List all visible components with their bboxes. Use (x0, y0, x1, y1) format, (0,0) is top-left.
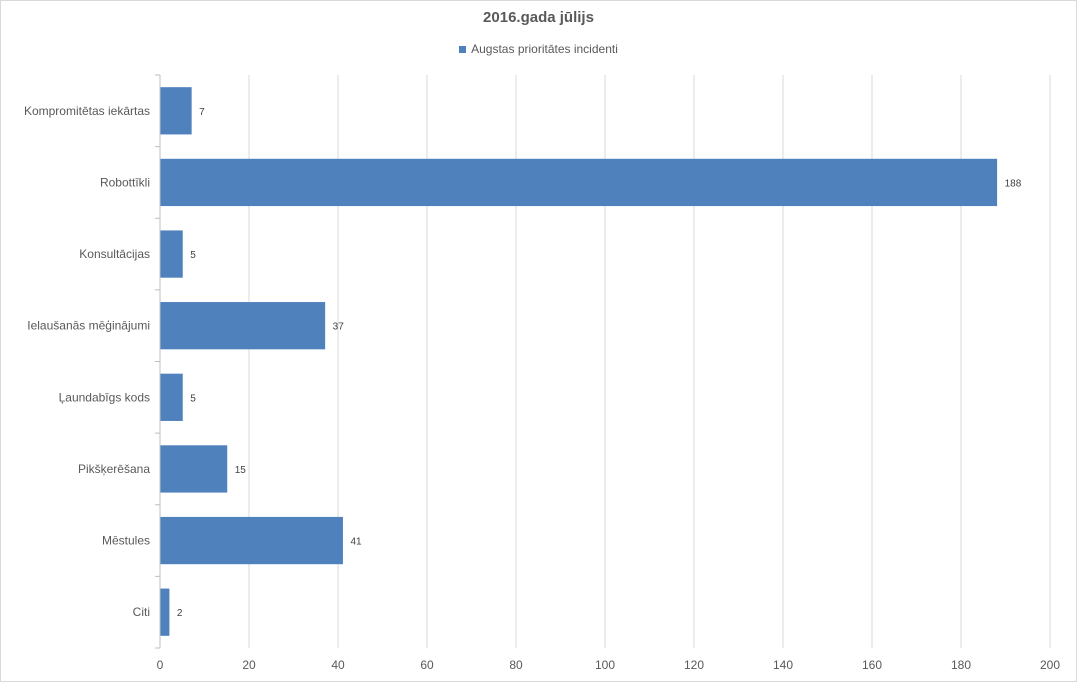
bar (160, 373, 183, 421)
data-label: 41 (350, 537, 362, 548)
x-tick-label: 120 (684, 658, 704, 672)
x-tick-label: 40 (331, 658, 345, 672)
x-tick-label: 160 (862, 658, 882, 672)
category-label: Mēstules (102, 534, 150, 548)
data-label: 2 (177, 608, 183, 619)
x-tick-label: 100 (595, 658, 615, 672)
x-tick-label: 0 (157, 658, 164, 672)
bar (160, 158, 998, 207)
category-label: Kompromitētas iekārtas (24, 104, 150, 118)
bar (160, 87, 192, 135)
bar (160, 445, 228, 493)
data-label: 5 (190, 393, 196, 404)
data-label: 15 (235, 465, 247, 476)
x-tick-label: 140 (773, 658, 793, 672)
category-label: Ļaundabīgs kods (59, 390, 150, 404)
category-label: Pikšķerēšana (78, 462, 150, 476)
chart-title: 2016.gada jūlijs (483, 9, 594, 26)
x-tick-label: 60 (420, 658, 434, 672)
category-label: Konsultācijas (79, 247, 150, 261)
legend-swatch (459, 46, 467, 53)
legend: Augstas prioritātes incidenti (0, 42, 1077, 56)
bar (160, 230, 183, 278)
data-label: 188 (1005, 178, 1022, 189)
data-label: 37 (333, 322, 345, 333)
data-label: 7 (199, 107, 205, 118)
x-tick-label: 80 (509, 658, 523, 672)
category-label: Ielaušanās mēģinājumi (27, 319, 150, 333)
category-label: Citi (133, 605, 150, 619)
x-tick-label: 180 (951, 658, 971, 672)
data-label: 5 (190, 250, 196, 261)
category-label: Robottīkli (100, 175, 150, 189)
bar (160, 516, 343, 565)
x-tick-label: 20 (242, 658, 256, 672)
bar (160, 588, 170, 636)
legend-label: Augstas prioritātes incidenti (471, 42, 618, 56)
x-tick-label: 200 (1040, 658, 1060, 672)
bar (160, 302, 326, 350)
